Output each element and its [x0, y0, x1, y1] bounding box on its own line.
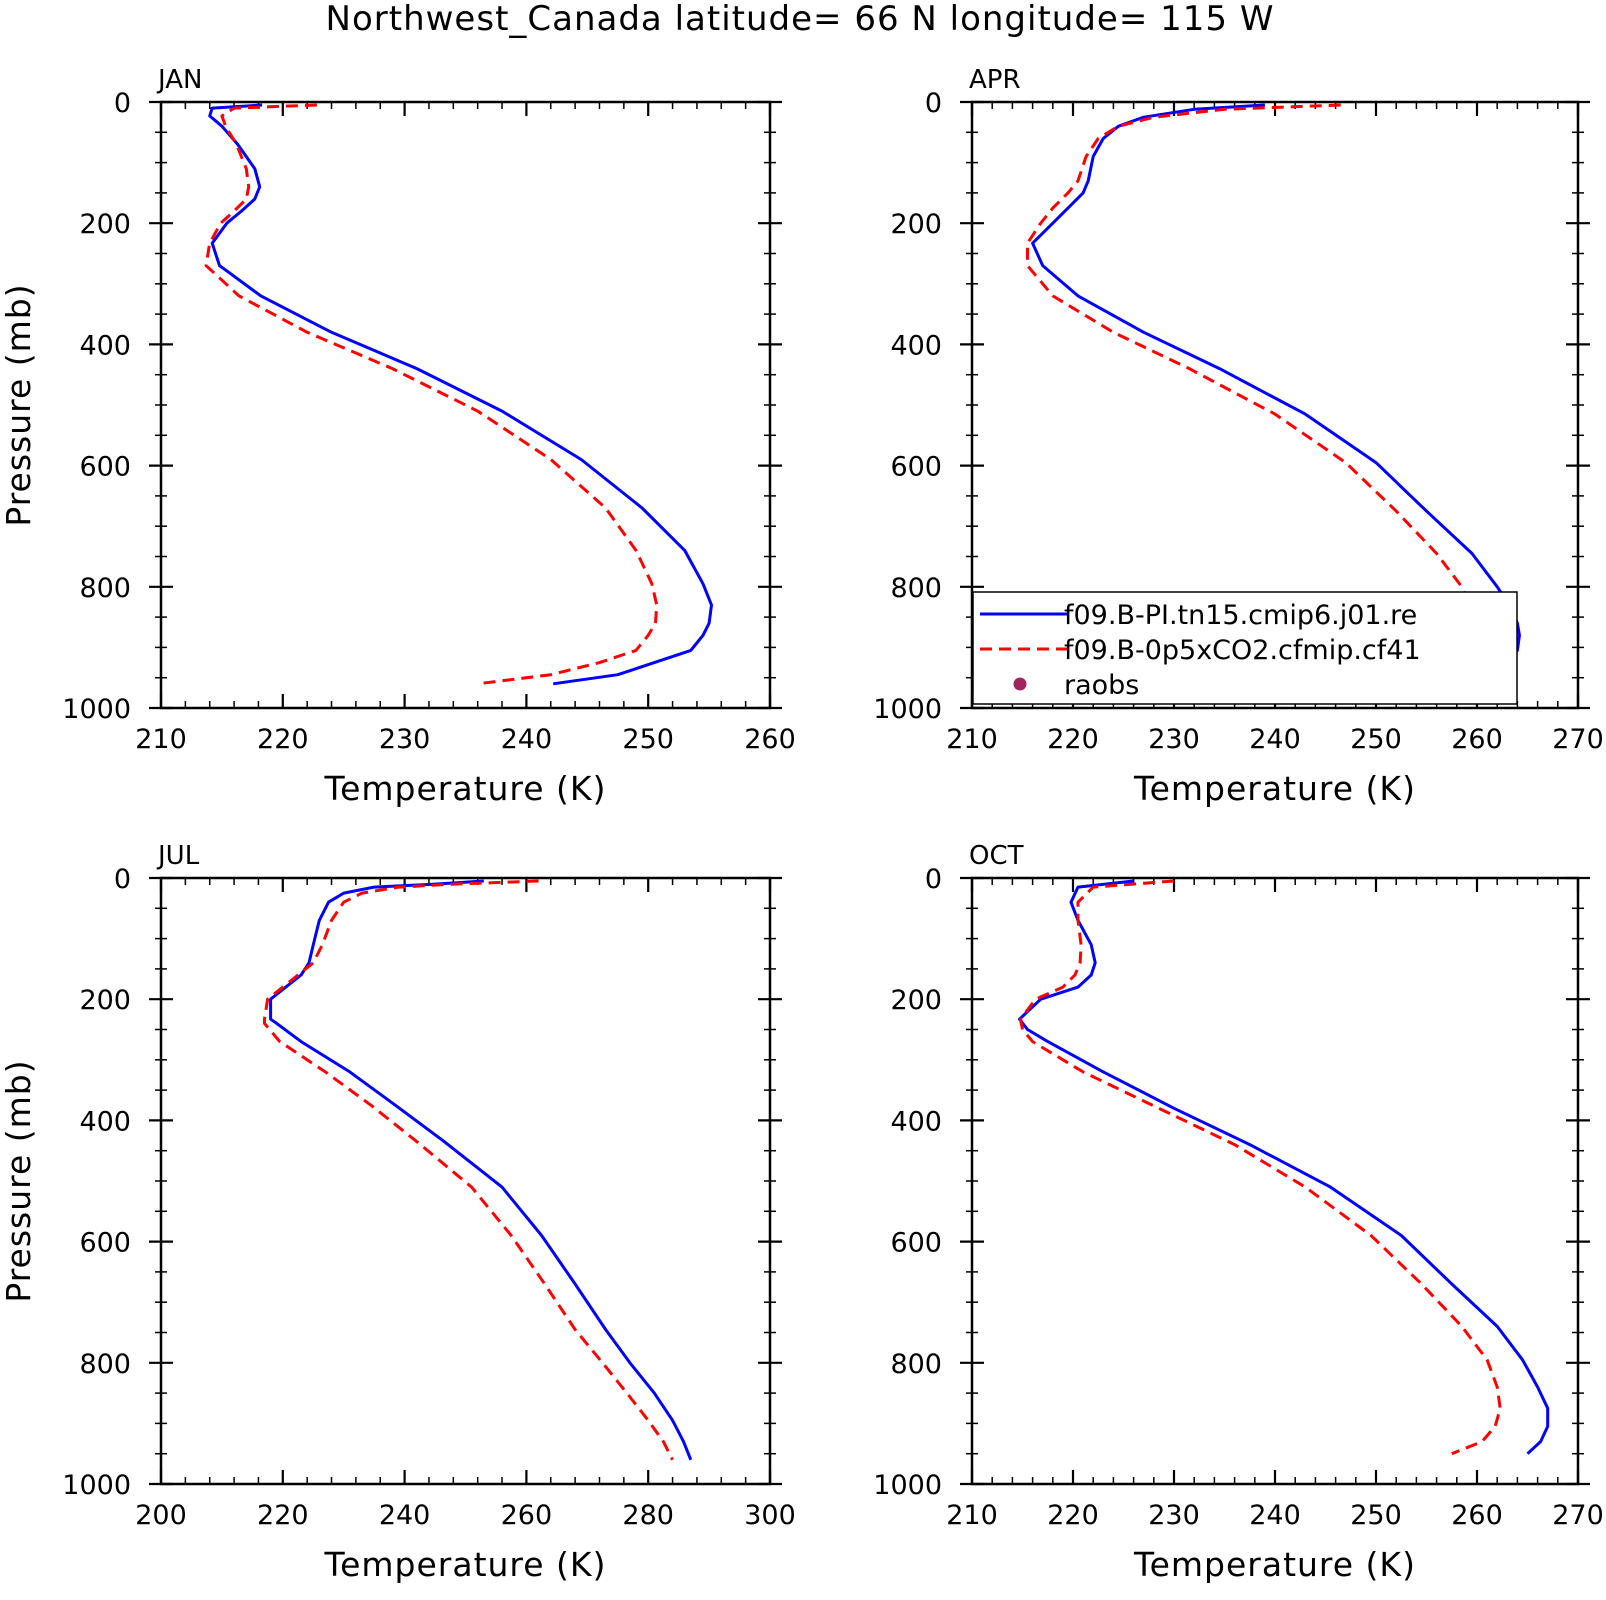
y-tick-label: 400 [79, 1106, 131, 1137]
x-tick-label: 230 [379, 724, 431, 755]
y-tick-label: 200 [890, 985, 942, 1016]
plot-frame [970, 876, 1580, 1486]
y-axis-title: Pressure (mb) [0, 283, 38, 526]
x-tick-label: 240 [501, 724, 553, 755]
series-line-pi [269, 879, 693, 1461]
x-tick-label: 260 [744, 724, 796, 755]
x-tick-label: 230 [1148, 1500, 1200, 1531]
series-line-co2 [263, 879, 674, 1461]
y-tick-label: 400 [79, 330, 131, 361]
plot-frame [159, 876, 772, 1486]
series-line-co2 [1019, 879, 1502, 1456]
y-tick-label: 400 [890, 330, 942, 361]
x-tick-label: 250 [1350, 1500, 1402, 1531]
x-tick-label: 210 [946, 724, 998, 755]
plot-frame [159, 100, 772, 710]
x-tick-label: 270 [1552, 724, 1604, 755]
y-tick-label: 600 [890, 1228, 942, 1259]
series-line-co2 [204, 103, 659, 686]
legend-label-raobs: raobs [1064, 670, 1139, 701]
y-tick-label: 200 [79, 985, 131, 1016]
y-tick-label: 400 [890, 1106, 942, 1137]
y-axis-title: Pressure (mb) [0, 1059, 38, 1302]
figure-title: Northwest_Canada latitude= 66 N longitud… [326, 0, 1275, 39]
x-tick-label: 250 [622, 724, 674, 755]
y-tick-label: 800 [890, 573, 942, 604]
panel-label: JUL [156, 841, 200, 871]
y-tick-label: 800 [79, 573, 131, 604]
x-tick-label: 220 [257, 724, 309, 755]
legend: f09.B-PI.tn15.cmip6.j01.re f09.B-0p5xCO2.… [972, 591, 1518, 705]
series-line-pi [208, 103, 713, 686]
y-tick-label: 0 [114, 88, 131, 119]
panel-jan: JAN 210 220 230 240 250 260 0 200 400 600 800 1000 Te… [0, 65, 796, 808]
legend-marker-raobs [1013, 677, 1027, 691]
y-tick-label: 600 [79, 1228, 131, 1259]
legend-label-pi: f09.B-PI.tn15.cmip6.j01.re [1064, 600, 1417, 631]
x-tick-label: 240 [1249, 1500, 1301, 1531]
panel-label: JAN [156, 65, 202, 95]
y-tick-label: 1000 [873, 1470, 942, 1501]
x-tick-label: 200 [135, 1500, 187, 1531]
y-tick-label: 0 [114, 864, 131, 895]
x-tick-label: 240 [379, 1500, 431, 1531]
y-tick-label: 800 [890, 1349, 942, 1380]
y-tick-label: 1000 [62, 1470, 131, 1501]
y-tick-label: 800 [79, 1349, 131, 1380]
y-tick-label: 0 [925, 864, 942, 895]
x-tick-label: 220 [1047, 1500, 1099, 1531]
x-tick-label: 250 [1350, 724, 1402, 755]
panel-label: APR [969, 65, 1021, 95]
x-tick-label: 240 [1249, 724, 1301, 755]
x-axis-title: Temperature (K) [1133, 769, 1416, 808]
x-tick-label: 220 [257, 1500, 309, 1531]
y-tick-label: 600 [79, 452, 131, 483]
y-tick-label: 200 [890, 209, 942, 240]
x-tick-label: 260 [1451, 1500, 1503, 1531]
y-tick-label: 200 [79, 209, 131, 240]
x-tick-label: 260 [1451, 724, 1503, 755]
x-axis-title: Temperature (K) [1133, 1545, 1416, 1584]
x-tick-label: 270 [1552, 1500, 1604, 1531]
panel-label: OCT [969, 841, 1024, 871]
x-tick-label: 210 [135, 724, 187, 755]
y-tick-label: 600 [890, 452, 942, 483]
x-tick-label: 210 [946, 1500, 998, 1531]
x-tick-label: 230 [1148, 724, 1200, 755]
x-tick-label: 280 [622, 1500, 674, 1531]
x-tick-label: 260 [501, 1500, 553, 1531]
x-tick-label: 300 [744, 1500, 796, 1531]
y-tick-label: 1000 [62, 694, 131, 725]
x-axis-title: Temperature (K) [324, 1545, 607, 1584]
panel-jul: JUL 200 220 240 260 280 300 0 200 400 600 800 1000 Te… [0, 841, 796, 1584]
y-tick-label: 0 [925, 88, 942, 119]
panel-oct: OCT 210 220 230 240 250 260 270 0 200 400 600 800 100… [873, 841, 1603, 1584]
legend-label-co2: f09.B-0p5xCO2.cfmip.cf41 [1064, 635, 1421, 666]
series-line-pi [1018, 879, 1550, 1455]
x-tick-label: 220 [1047, 724, 1099, 755]
y-tick-label: 1000 [873, 694, 942, 725]
x-axis-title: Temperature (K) [324, 769, 607, 808]
series-line-pi [1031, 103, 1521, 686]
